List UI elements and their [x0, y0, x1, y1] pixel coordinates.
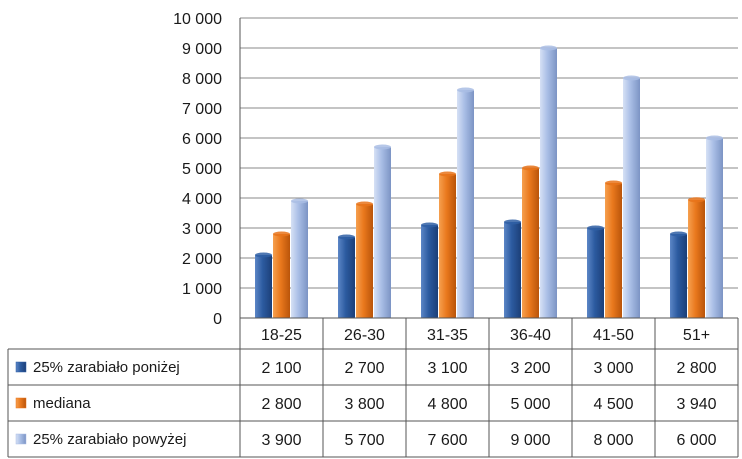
bar-cap — [291, 198, 308, 204]
y-tick-label: 5 000 — [182, 161, 222, 178]
bar — [605, 183, 622, 318]
x-category-label: 26-30 — [344, 327, 385, 344]
table-cell-value: 3 200 — [510, 360, 550, 377]
bar — [587, 228, 604, 318]
y-tick-label: 3 000 — [182, 221, 222, 238]
table-cell-value: 4 800 — [427, 396, 467, 413]
bar-cap — [356, 201, 373, 207]
table-cell-value: 3 800 — [344, 396, 384, 413]
y-tick-label: 6 000 — [182, 131, 222, 148]
table-cell-value: 2 800 — [676, 360, 716, 377]
table-cell-value: 9 000 — [510, 432, 550, 449]
bar-cap — [587, 225, 604, 231]
bar — [291, 201, 308, 318]
bar — [273, 234, 290, 318]
bar-cap — [273, 231, 290, 237]
bar — [374, 147, 391, 318]
series-name: mediana — [33, 395, 91, 412]
series-name: 25% zarabiało poniżej — [33, 359, 180, 376]
bar-cap — [374, 144, 391, 150]
bar — [504, 222, 521, 318]
bar-cap — [540, 45, 557, 51]
x-category-label: 36-40 — [510, 327, 551, 344]
bar — [522, 168, 539, 318]
bar-cap — [338, 234, 355, 240]
table-cell-value: 5 000 — [510, 396, 550, 413]
y-tick-label: 8 000 — [182, 71, 222, 88]
bar — [540, 48, 557, 318]
table-cell-value: 7 600 — [427, 432, 467, 449]
table-cell-value: 4 500 — [593, 396, 633, 413]
bar-cap — [605, 180, 622, 186]
table-cell-value: 3 100 — [427, 360, 467, 377]
bar — [421, 225, 438, 318]
legend-key — [15, 397, 27, 409]
table-cell-value: 6 000 — [676, 432, 716, 449]
bar-cap — [255, 252, 272, 258]
table-cell-value: 3 940 — [676, 396, 716, 413]
y-tick-label: 0 — [213, 311, 222, 328]
y-tick-label: 10 000 — [173, 11, 222, 28]
legend-key — [15, 433, 27, 445]
bar — [706, 138, 723, 318]
table-cell-value: 5 700 — [344, 432, 384, 449]
table-cell-value: 2 700 — [344, 360, 384, 377]
table-cell-value: 3 900 — [261, 432, 301, 449]
bar-cap — [522, 165, 539, 171]
table-cell-value: 3 000 — [593, 360, 633, 377]
bar-cap — [504, 219, 521, 225]
table-cell-value: 8 000 — [593, 432, 633, 449]
bar-cap — [706, 135, 723, 141]
bar — [356, 204, 373, 318]
bar — [623, 78, 640, 318]
bar — [670, 234, 687, 318]
y-tick-label: 1 000 — [182, 281, 222, 298]
bar-cap — [670, 231, 687, 237]
bar — [255, 255, 272, 318]
y-tick-label: 2 000 — [182, 251, 222, 268]
x-category-label: 41-50 — [593, 327, 634, 344]
x-category-label: 18-25 — [261, 327, 302, 344]
bar-cap — [688, 197, 705, 203]
y-tick-label: 4 000 — [182, 191, 222, 208]
x-category-label: 31-35 — [427, 327, 468, 344]
bar-cap — [421, 222, 438, 228]
bar — [457, 90, 474, 318]
bar-cap — [439, 171, 456, 177]
legend-key — [15, 361, 27, 373]
series-name: 25% zarabiało powyżej — [33, 431, 186, 448]
bar — [338, 237, 355, 318]
bar — [688, 199, 705, 318]
table-cell-value: 2 100 — [261, 360, 301, 377]
x-category-label: 51+ — [683, 327, 710, 344]
y-tick-label: 9 000 — [182, 41, 222, 58]
bar-cap — [457, 87, 474, 93]
bar-cap — [623, 75, 640, 81]
table-cell-value: 2 800 — [261, 396, 301, 413]
y-tick-label: 7 000 — [182, 101, 222, 118]
bar — [439, 174, 456, 318]
